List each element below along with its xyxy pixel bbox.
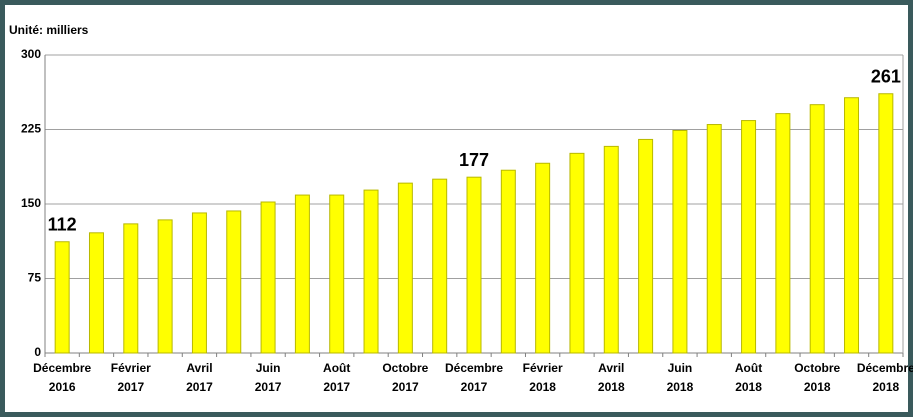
axis-label: Unité: milliers [9, 23, 89, 37]
bar [157, 219, 173, 354]
bar [54, 241, 70, 354]
x-tick-label: Décembre 2017 [445, 361, 503, 394]
x-tick-label: Décembre 2016 [33, 361, 91, 394]
x-tick-label: Février 2018 [523, 361, 563, 394]
value-label: 177 [459, 150, 489, 170]
bar [123, 223, 139, 354]
bar [844, 97, 860, 354]
y-tick-label: 300 [21, 47, 41, 61]
x-tick-label: Avril 2017 [186, 361, 213, 394]
value-label: 112 [48, 214, 77, 234]
x-tick-label: Août 2017 [323, 361, 350, 394]
x-tick-label: Avril 2018 [598, 361, 625, 394]
bar [432, 178, 448, 354]
bar [569, 152, 585, 354]
bar [638, 138, 654, 354]
x-tick-label: Octobre 2017 [382, 361, 428, 394]
bar [603, 145, 619, 354]
bar [500, 169, 516, 354]
x-tick-label: Février 2017 [111, 361, 151, 394]
x-tick-label: Juin 2018 [667, 361, 694, 394]
x-tick-label: Décembre 2018 [857, 361, 913, 394]
x-tick-label: Août 2018 [735, 361, 762, 394]
panel [5, 5, 908, 412]
y-tick-label: 150 [21, 196, 41, 210]
bar [260, 201, 276, 354]
bar [672, 129, 688, 354]
bar [363, 189, 379, 354]
bar [741, 120, 757, 354]
y-tick-label: 0 [34, 345, 41, 359]
bar [466, 176, 482, 354]
bar [226, 210, 242, 354]
bar [878, 93, 894, 354]
bar [706, 124, 722, 354]
bar [329, 194, 345, 354]
bar [775, 113, 791, 354]
y-tick-label: 225 [21, 122, 41, 136]
bar [535, 162, 551, 354]
value-label: 261 [871, 66, 901, 86]
x-tick-label: Octobre 2018 [794, 361, 840, 394]
x-tick-label: Juin 2017 [255, 361, 282, 394]
bar [191, 212, 207, 354]
bar [88, 232, 104, 354]
y-tick-label: 75 [28, 271, 42, 285]
bar [294, 194, 310, 354]
bar [809, 104, 825, 354]
bar [397, 182, 413, 354]
